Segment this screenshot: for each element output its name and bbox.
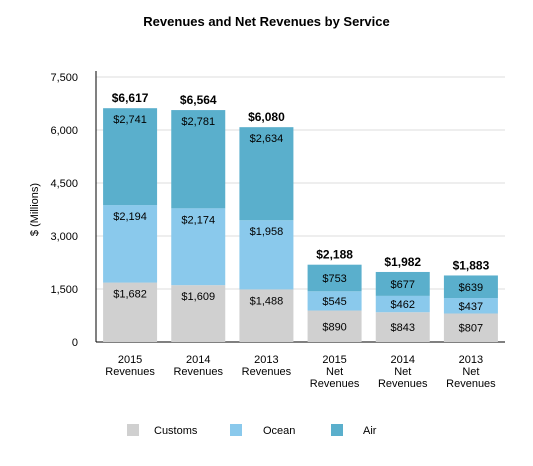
bar-segment-ocean — [239, 220, 294, 290]
bar-segment-customs — [443, 313, 498, 342]
bar-value-label: $2,634 — [250, 133, 284, 145]
x-category-label: Revenues — [173, 366, 223, 378]
bar-segment-customs — [375, 312, 430, 342]
bar-segment-ocean — [307, 291, 362, 311]
bar-value-label: $677 — [391, 279, 415, 291]
bar-value-label: $1,682 — [113, 289, 147, 301]
bar-value-label: $2,174 — [181, 214, 215, 226]
bar-segment-ocean — [375, 295, 430, 313]
bar-segment-air — [443, 275, 498, 299]
y-tick-label: 4,500 — [50, 178, 78, 190]
x-category-label: Net — [326, 366, 343, 378]
bar-total-label: $6,564 — [180, 93, 217, 107]
bar-total-label: $6,617 — [112, 91, 149, 105]
bar-segment-customs — [103, 282, 158, 342]
bar-segment-ocean — [171, 208, 226, 286]
bar-value-label: $639 — [459, 282, 483, 294]
bar-segment-air — [307, 264, 362, 292]
bar-segment-air — [103, 108, 158, 206]
y-tick-label: 0 — [72, 337, 78, 349]
x-category-label: 2014 — [186, 354, 210, 366]
legend-label: Customs — [154, 425, 198, 437]
bar-value-label: $2,741 — [113, 114, 147, 126]
bar-segment-air — [171, 110, 226, 209]
bar-value-label: $1,488 — [250, 295, 284, 307]
bar-value-label: $890 — [322, 321, 346, 333]
bar-value-label: $2,194 — [113, 211, 147, 223]
x-category-label: 2014 — [391, 354, 415, 366]
x-category-label: Net — [462, 366, 479, 378]
x-category-label: 2015 — [118, 354, 142, 366]
bar-value-label: $1,609 — [181, 291, 215, 303]
y-tick-label: 1,500 — [50, 284, 78, 296]
bar-value-label: $1,958 — [250, 226, 284, 238]
legend-swatch-ocean — [230, 424, 242, 436]
bar-value-label: $462 — [391, 299, 415, 311]
bar-segment-ocean — [103, 205, 158, 283]
x-category-label: 2013 — [254, 354, 278, 366]
x-category-label: Revenues — [378, 378, 428, 390]
x-category-label: 2015 — [322, 354, 346, 366]
legend-swatch-customs — [127, 424, 139, 436]
bar-total-label: $6,080 — [248, 110, 285, 124]
bar-segment-air — [375, 271, 430, 296]
bar-value-label: $807 — [459, 323, 483, 335]
y-tick-label: 3,000 — [50, 231, 78, 243]
x-category-label: Revenues — [242, 366, 292, 378]
bar-total-label: $1,982 — [384, 255, 421, 269]
y-tick-label: 6,000 — [50, 125, 78, 137]
bar-value-label: $753 — [322, 273, 346, 285]
x-category-label: Revenues — [446, 378, 496, 390]
x-category-label: Net — [394, 366, 411, 378]
x-category-label: 2013 — [459, 354, 483, 366]
bar-value-label: $437 — [459, 301, 483, 313]
bar-total-label: $1,883 — [453, 258, 490, 272]
legend-label: Air — [363, 425, 377, 437]
bar-segment-ocean — [443, 298, 498, 314]
y-tick-label: 7,500 — [50, 72, 78, 84]
bar-value-label: $2,781 — [181, 116, 215, 128]
bar-segment-customs — [307, 310, 362, 342]
bar-value-label: $545 — [322, 296, 346, 308]
bar-segment-customs — [239, 289, 294, 342]
x-category-label: Revenues — [105, 366, 155, 378]
bar-segment-customs — [171, 285, 226, 342]
bar-value-label: $843 — [391, 322, 415, 334]
chart-title: Revenues and Net Revenues by Service — [143, 14, 390, 29]
bar-total-label: $2,188 — [316, 248, 353, 262]
bar-segment-air — [239, 127, 294, 221]
legend-swatch-air — [331, 424, 343, 436]
y-axis-label: $ (Millions) — [29, 183, 41, 236]
x-category-label: Revenues — [310, 378, 360, 390]
legend-label: Ocean — [263, 425, 295, 437]
